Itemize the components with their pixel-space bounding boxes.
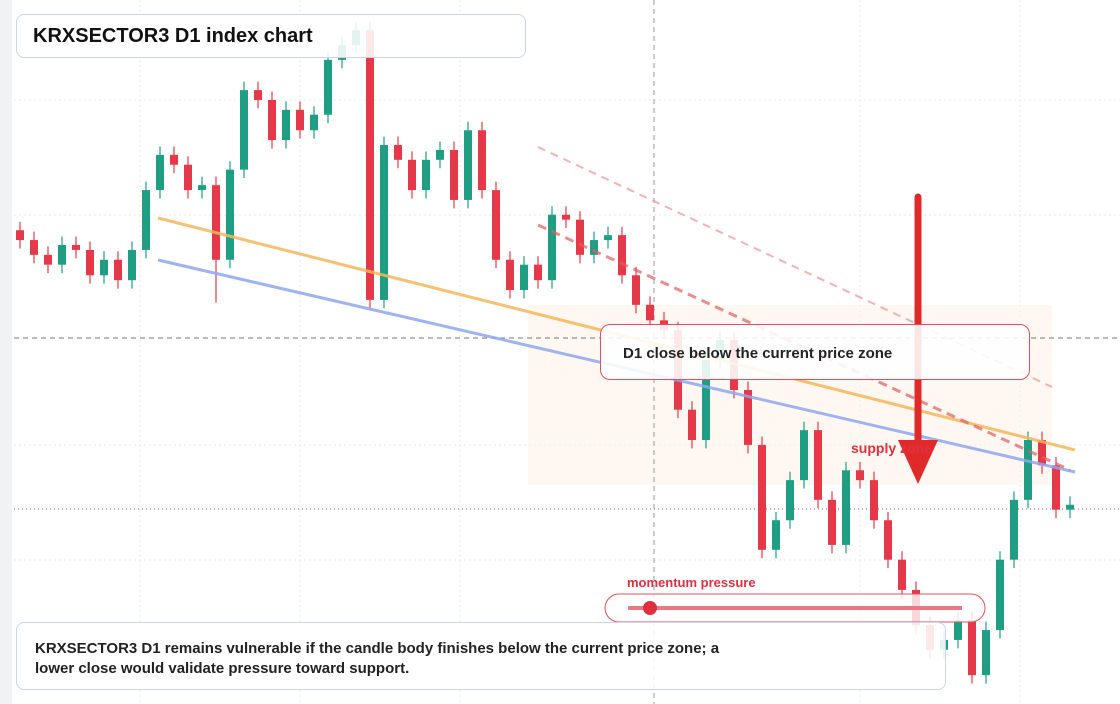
candle-body	[282, 109, 290, 141]
candle-body	[618, 235, 626, 276]
candle-body	[562, 214, 570, 220]
candle-body	[324, 59, 332, 115]
note-text: KRXSECTOR3 D1 remains vulnerable if the …	[35, 640, 720, 677]
candle-body	[422, 159, 430, 191]
candle-body	[702, 359, 710, 440]
candle-body	[1052, 465, 1060, 510]
candle-body	[184, 164, 192, 191]
candle-body	[1010, 499, 1018, 560]
note-box: KRXSECTOR3 D1 remains vulnerable if the …	[16, 622, 946, 690]
candle-body	[814, 430, 822, 500]
candle-body	[380, 145, 388, 300]
candle-body	[1038, 440, 1046, 466]
candle-body	[240, 90, 248, 170]
candle-body	[632, 275, 640, 305]
channel-line-upper	[537, 146, 1053, 388]
candle-body	[982, 630, 990, 676]
candle-body	[800, 430, 808, 481]
candle-body	[44, 254, 52, 265]
candle-body	[520, 264, 528, 291]
candle-body	[786, 480, 794, 521]
candle-body	[884, 520, 892, 560]
callout: D1 close below the current price zone	[600, 324, 1030, 380]
candle-body	[72, 244, 80, 250]
candle-body	[394, 145, 402, 160]
momentum-knob	[643, 601, 657, 615]
candle-body	[646, 304, 654, 321]
candle-body	[464, 130, 472, 200]
candle-body	[408, 159, 416, 191]
candle-body	[100, 259, 108, 276]
candle-body	[744, 390, 752, 445]
candle-body	[478, 130, 486, 191]
candle-body	[142, 190, 150, 250]
candle-body	[366, 30, 374, 300]
candle-body	[254, 90, 262, 100]
candle-body	[156, 154, 164, 191]
candle-body	[898, 559, 906, 590]
candle-body	[534, 264, 542, 281]
candle-body	[758, 444, 766, 550]
candle-body	[492, 190, 500, 260]
candle-body	[198, 185, 206, 191]
candle-body	[576, 219, 584, 255]
candle-body	[828, 499, 836, 545]
candle-body	[506, 259, 514, 291]
candle-body	[58, 244, 66, 265]
momentum-label: momentum pressure	[627, 575, 756, 590]
zone-label: supply zone	[851, 440, 932, 456]
candle-body	[548, 214, 556, 281]
title-box: KRXSECTOR3 D1 index chart	[16, 14, 526, 58]
candle-body	[86, 249, 94, 276]
candle-body	[590, 240, 598, 255]
candle-body	[16, 230, 24, 241]
candle-body	[842, 470, 850, 545]
arrow-head	[898, 440, 938, 484]
candle-body	[450, 149, 458, 200]
left-edge	[0, 0, 12, 704]
candle-body	[688, 409, 696, 440]
candle-body	[954, 620, 962, 640]
candle-body	[296, 109, 304, 131]
candle-body	[1024, 440, 1032, 500]
candle-body	[870, 480, 878, 521]
candle-body	[310, 114, 318, 131]
candle-body	[170, 154, 178, 165]
candle-body	[226, 169, 234, 260]
candle-body	[996, 559, 1004, 631]
candle-body	[604, 235, 612, 241]
candle-body	[436, 149, 444, 160]
candle-body	[1066, 504, 1074, 510]
candle-body	[212, 185, 220, 260]
candle-body	[114, 259, 122, 281]
candle-body	[856, 470, 864, 481]
candle-body	[30, 240, 38, 255]
candle-body	[268, 99, 276, 141]
candle-body	[128, 249, 136, 281]
candle-body	[772, 520, 780, 550]
candle-body	[968, 620, 976, 676]
